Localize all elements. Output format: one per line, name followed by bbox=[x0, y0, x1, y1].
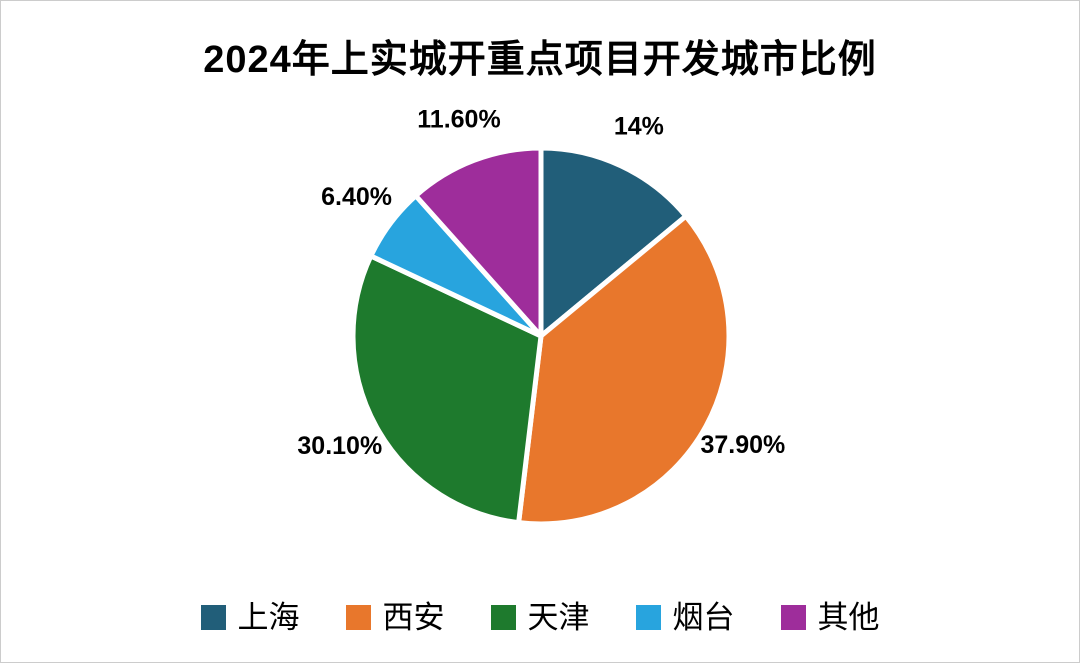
legend-label: 天津 bbox=[527, 600, 590, 635]
legend-item: 烟台 bbox=[635, 600, 735, 635]
legend-swatch bbox=[200, 605, 226, 630]
slice-value-label: 14% bbox=[614, 113, 664, 141]
legend-swatch bbox=[635, 605, 661, 630]
legend-label: 烟台 bbox=[672, 600, 735, 635]
pie-slice-4 bbox=[413, 145, 544, 339]
legend-item: 上海 bbox=[200, 600, 300, 635]
slice-value-label: 11.60% bbox=[417, 106, 500, 134]
slice-value-label: 37.90% bbox=[701, 431, 786, 459]
legend: 上海 西安 天津 烟台 其他 bbox=[0, 602, 1080, 633]
legend-label: 西安 bbox=[382, 600, 445, 635]
legend-item: 西安 bbox=[345, 600, 445, 635]
legend-label: 上海 bbox=[237, 600, 300, 635]
legend-swatch bbox=[490, 605, 516, 630]
slice-value-label: 6.40% bbox=[321, 183, 392, 211]
chart-title: 2024年上实城开重点项目开发城市比例 bbox=[203, 39, 877, 81]
slice-value-label: 30.10% bbox=[297, 432, 382, 460]
pie-slice-1 bbox=[516, 213, 732, 527]
legend-item: 天津 bbox=[490, 600, 590, 635]
legend-swatch bbox=[780, 605, 806, 630]
pie-slice-0 bbox=[538, 145, 689, 339]
legend-label: 其他 bbox=[817, 600, 880, 635]
legend-item: 其他 bbox=[780, 600, 880, 635]
pie-slice-2 bbox=[350, 253, 544, 526]
legend-swatch bbox=[345, 605, 371, 630]
